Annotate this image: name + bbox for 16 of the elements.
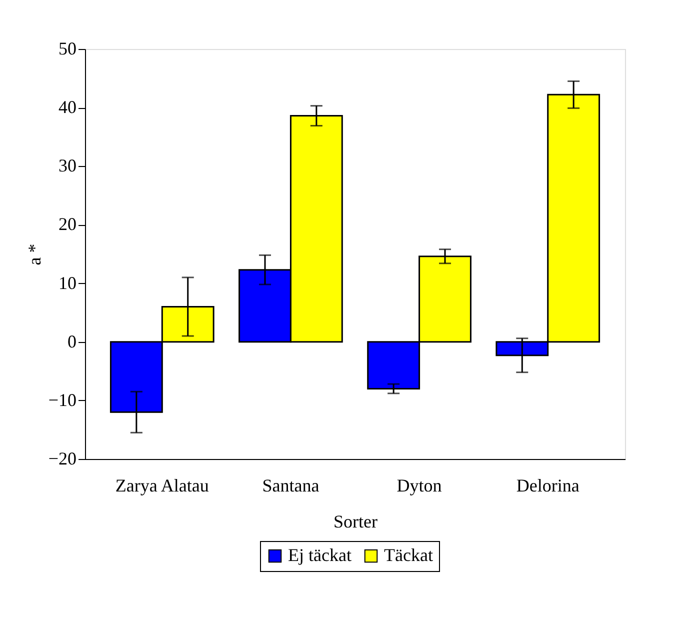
y-tick-label: 10 xyxy=(58,272,76,293)
x-tick-label: Zarya Alatau xyxy=(115,476,209,496)
legend-label: Täckat xyxy=(384,545,433,565)
x-axis-title: Sorter xyxy=(334,512,378,532)
x-tick-label: Delorina xyxy=(516,476,580,496)
x-tick-label: Santana xyxy=(262,476,320,496)
legend-label: Ej täckat xyxy=(288,545,352,565)
y-tick-label: −10 xyxy=(48,390,76,410)
y-tick-label: 0 xyxy=(68,331,76,352)
x-tick-label: Dyton xyxy=(396,476,442,496)
y-axis-title: a * xyxy=(24,244,44,266)
y-tick-label: 30 xyxy=(58,156,76,176)
y-tick-label: −20 xyxy=(48,448,76,468)
y-tick-label: 20 xyxy=(58,214,76,234)
y-tick-label: 40 xyxy=(58,97,76,118)
y-tick-label: 50 xyxy=(58,38,76,58)
